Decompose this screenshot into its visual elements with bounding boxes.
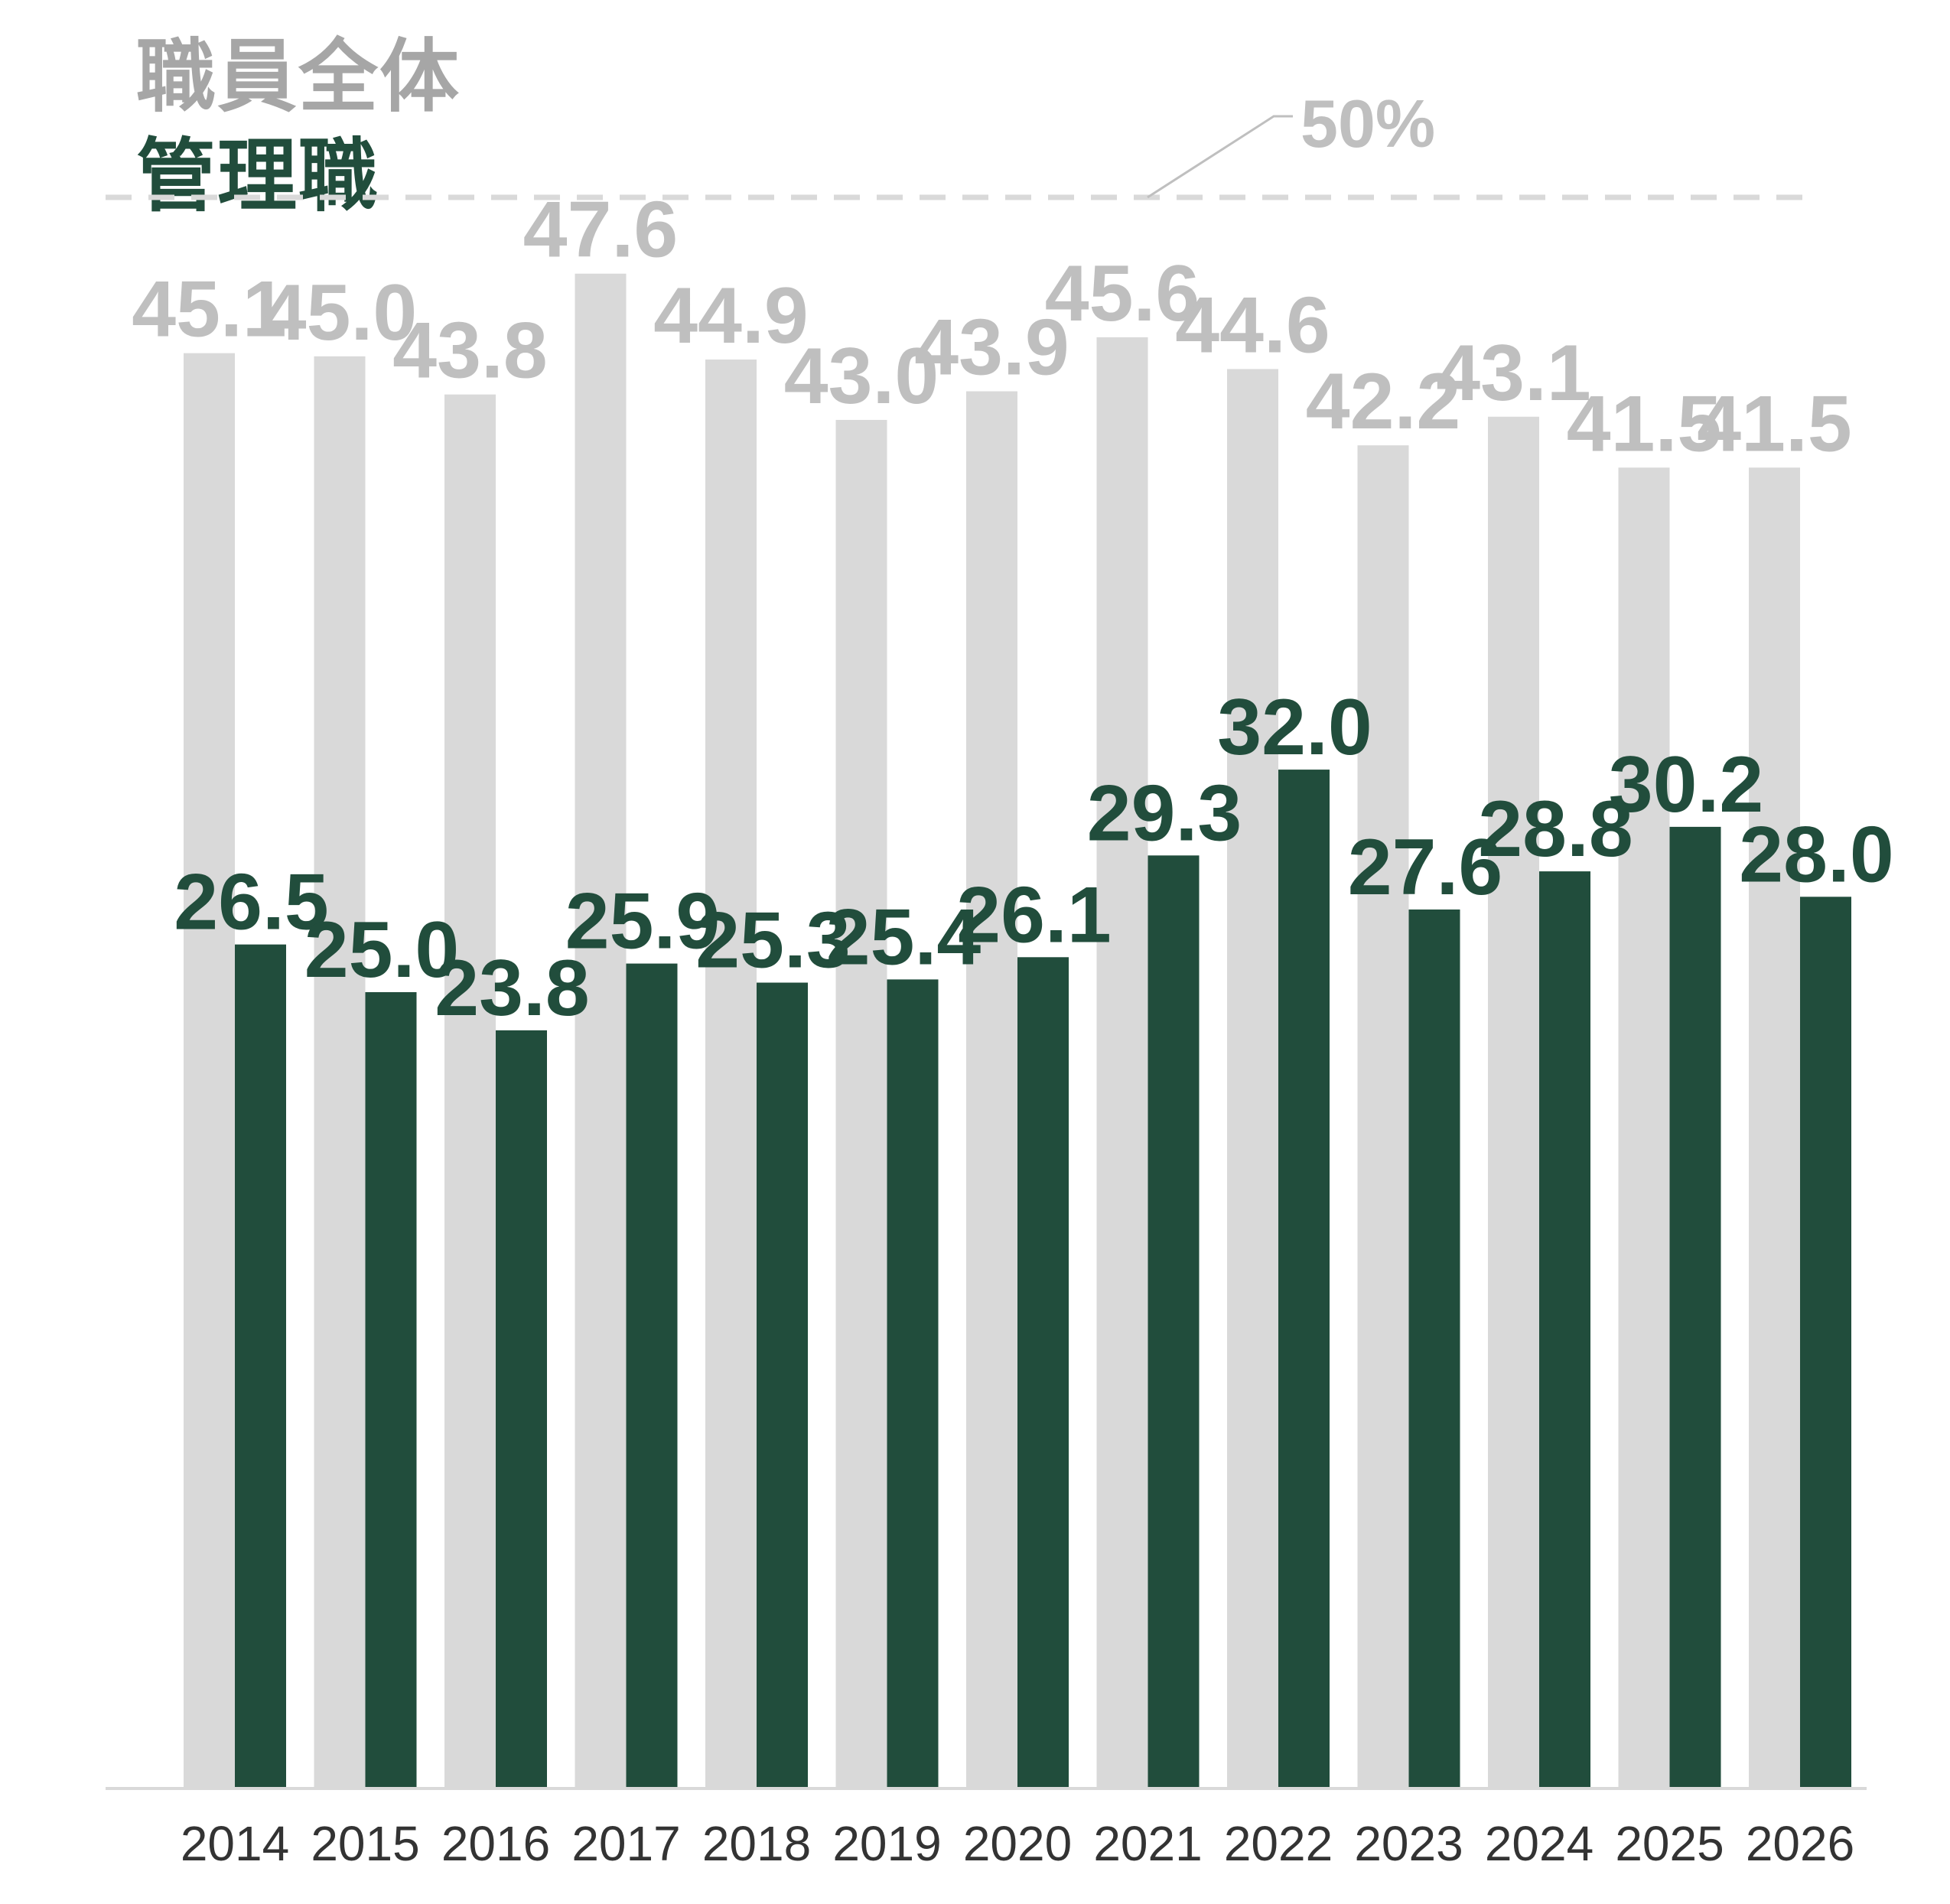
value-label-all-staff-2017: 47.6 <box>523 186 678 275</box>
value-label-managers-2016: 23.8 <box>435 944 589 1033</box>
x-tick-label-2023: 2023 <box>1354 1816 1463 1871</box>
bar-all-staff-2014 <box>184 353 235 1787</box>
legend-entry-managers: 管理職 <box>136 129 380 223</box>
bars-all-staff <box>184 273 1800 1788</box>
value-label-all-staff-2016: 43.8 <box>392 307 547 395</box>
x-tick-label-2015: 2015 <box>311 1816 419 1871</box>
value-label-managers-2014: 26.5 <box>174 858 328 947</box>
legend-entry-all-staff: 職員全体 <box>136 30 461 123</box>
bar-managers-2025 <box>1669 826 1721 1787</box>
x-tick-label-2022: 2022 <box>1224 1816 1333 1871</box>
bar-managers-2014 <box>235 944 286 1787</box>
value-label-managers-2017: 25.9 <box>565 877 720 966</box>
value-label-all-staff-2015: 45.0 <box>262 269 417 357</box>
value-label-all-staff-2014: 45.1 <box>132 265 286 354</box>
value-label-all-staff-2018: 44.9 <box>653 272 808 360</box>
value-label-managers-2026: 28.0 <box>1739 810 1893 899</box>
value-label-managers-2020: 26.1 <box>956 871 1111 959</box>
bar-managers-2016 <box>496 1030 547 1787</box>
x-axis-tick-labels: 2014 2015 2016 2017 2018 2019 2020 2021 2022 2023… <box>181 1816 1854 1871</box>
x-tick-label-2017: 2017 <box>571 1816 680 1871</box>
value-label-all-staff-2024: 43.1 <box>1436 329 1590 418</box>
bar-managers-2018 <box>757 982 808 1787</box>
x-tick-label-2014: 2014 <box>181 1816 289 1871</box>
bar-all-staff-2022 <box>1227 369 1278 1787</box>
bar-managers-2015 <box>365 992 417 1787</box>
value-label-all-staff-2023: 42.2 <box>1306 357 1460 446</box>
value-label-all-staff-2020: 43.9 <box>914 304 1069 392</box>
bar-managers-2022 <box>1278 770 1330 1787</box>
bar-all-staff-2021 <box>1096 337 1148 1787</box>
value-label-managers-2022: 32.0 <box>1217 683 1372 772</box>
bar-all-staff-2018 <box>705 359 757 1787</box>
bar-managers-2024 <box>1539 871 1590 1787</box>
value-label-managers-2023: 27.6 <box>1348 823 1502 912</box>
x-tick-label-2019: 2019 <box>832 1816 941 1871</box>
bar-all-staff-2020 <box>966 391 1017 1787</box>
bar-managers-2019 <box>887 979 939 1787</box>
value-label-managers-2015: 25.0 <box>304 906 459 994</box>
bar-managers-2023 <box>1408 909 1460 1787</box>
x-tick-label-2026: 2026 <box>1746 1816 1854 1871</box>
bar-all-staff-2015 <box>314 356 366 1787</box>
bar-all-staff-2017 <box>575 273 627 1787</box>
bar-managers-2026 <box>1800 897 1851 1787</box>
value-label-managers-2021: 29.3 <box>1087 769 1242 858</box>
x-tick-label-2018: 2018 <box>702 1816 811 1871</box>
value-labels-managers: 26.525.023.825.925.325.426.1 29.332.0 27.6… <box>174 683 1893 1033</box>
bar-managers-2017 <box>626 963 678 1787</box>
reference-line-leader <box>1147 115 1293 199</box>
bar-managers-2021 <box>1148 855 1200 1787</box>
bars-managers <box>235 770 1851 1787</box>
value-label-all-staff-2019: 43.0 <box>784 332 939 421</box>
x-tick-label-2016: 2016 <box>441 1816 550 1871</box>
bar-all-staff-2016 <box>444 394 496 1787</box>
x-tick-label-2020: 2020 <box>963 1816 1072 1871</box>
x-tick-label-2021: 2021 <box>1093 1816 1202 1871</box>
bar-all-staff-2023 <box>1357 445 1409 1788</box>
x-tick-label-2024: 2024 <box>1485 1816 1594 1871</box>
value-label-managers-2025: 30.2 <box>1609 740 1763 829</box>
reference-line-group: 50% <box>106 86 1805 200</box>
bar-all-staff-2026 <box>1749 467 1800 1787</box>
value-label-all-staff-2025: 41.5 <box>1567 379 1721 468</box>
value-label-managers-2019: 25.4 <box>826 893 982 981</box>
bar-all-staff-2019 <box>835 419 887 1788</box>
x-tick-label-2025: 2025 <box>1615 1816 1724 1871</box>
value-label-all-staff-2022: 44.6 <box>1175 281 1330 369</box>
value-label-all-staff-2021: 45.6 <box>1045 249 1200 338</box>
value-labels-all-staff: 45.145.043.8 47.644.943.043.945.644.642.2… <box>132 186 1851 469</box>
bar-all-staff-2024 <box>1488 416 1539 1788</box>
bar-managers-2020 <box>1017 957 1069 1787</box>
bar-all-staff-2025 <box>1618 467 1670 1787</box>
value-label-managers-2018: 25.3 <box>695 897 850 985</box>
value-label-managers-2024: 28.8 <box>1478 785 1633 874</box>
reference-line-label: 50% <box>1301 86 1435 161</box>
value-label-all-staff-2026: 41.5 <box>1697 379 1851 468</box>
